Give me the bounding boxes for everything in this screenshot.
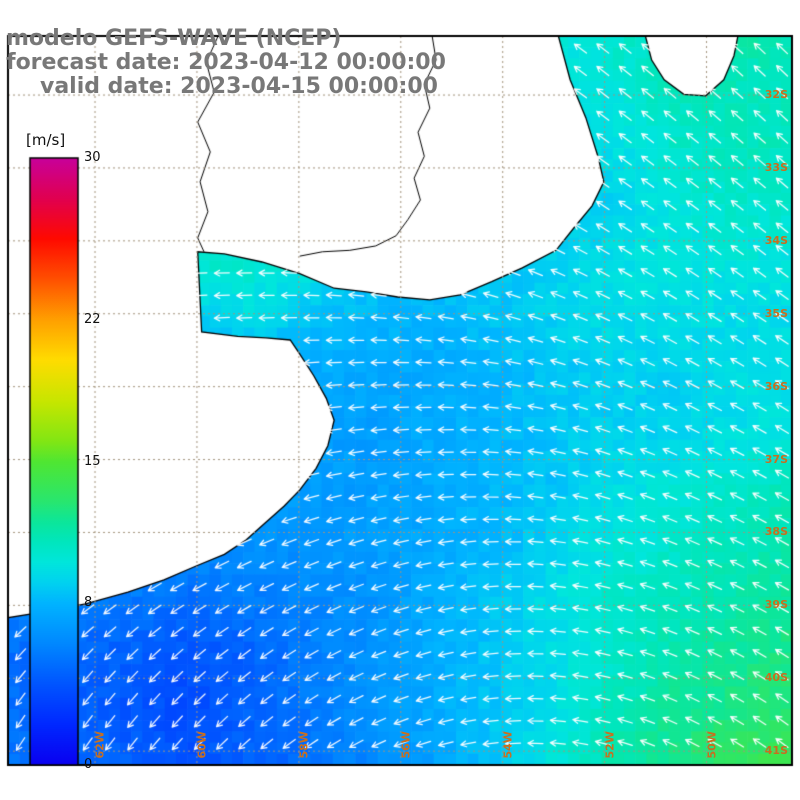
colorbar-tick-label: 30 — [84, 150, 101, 165]
latitude-label: 38S — [764, 525, 788, 539]
latitude-label: 37S — [764, 452, 788, 466]
colorbar-tick-label: 8 — [84, 595, 93, 611]
colorbar-tick-label: 15 — [84, 453, 101, 469]
latitude-label: 32S — [764, 88, 788, 102]
longitude-label: 62W — [93, 731, 107, 759]
colorbar-tick-label: 22 — [84, 311, 101, 327]
forecast-date: forecast date: 2023-04-12 00:00:00 — [6, 50, 446, 75]
longitude-label: 58W — [297, 731, 311, 759]
valid-date: valid date: 2023-04-15 00:00:00 — [40, 74, 438, 99]
model-name: modelo GEFS-WAVE (NCEP) — [6, 26, 342, 51]
latitude-label: 39S — [764, 598, 788, 612]
longitude-label: 52W — [603, 731, 617, 759]
latitude-label: 41S — [764, 744, 788, 758]
longitude-label: 56W — [399, 731, 413, 759]
latitude-label: 33S — [764, 160, 788, 174]
latitude-label: 36S — [764, 379, 788, 393]
longitude-label: 54W — [501, 731, 515, 759]
latitude-label: 40S — [764, 671, 788, 685]
longitude-label: 50W — [705, 731, 719, 759]
longitude-label: 60W — [195, 731, 209, 759]
latitude-label: 34S — [764, 233, 788, 247]
latitude-label: 35S — [764, 306, 788, 320]
colorbar-unit-label: [m/s] — [26, 131, 66, 149]
figure-title-block: modelo GEFS-WAVE (NCEP) forecast date: 2… — [6, 27, 446, 99]
colorbar-tick-label: 0 — [84, 757, 93, 772]
